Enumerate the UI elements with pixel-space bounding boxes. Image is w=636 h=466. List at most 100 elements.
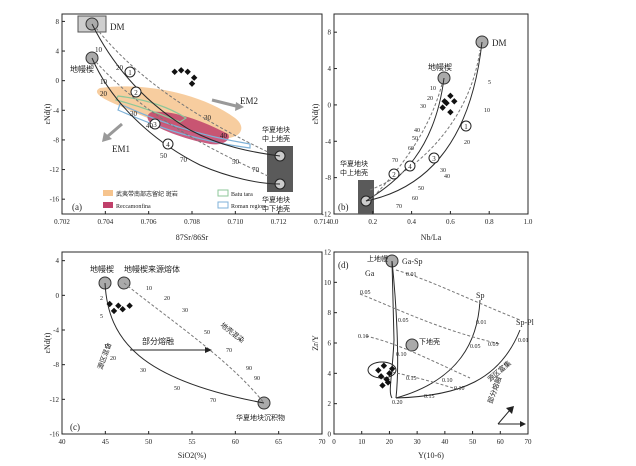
y-tick-label: 4 <box>56 257 60 265</box>
dm-label-b: DM <box>492 38 507 48</box>
mixing-curve-mantle <box>91 57 281 185</box>
reccamonfina-field <box>147 111 229 145</box>
y-tick-label: 6 <box>328 340 332 348</box>
y-tick-label: 0 <box>328 431 332 439</box>
y-tick-label: -12 <box>50 166 60 174</box>
panel-a: DM 地幔楔 1 2 3 4 10 20 30 40 50 70 10 20 3… <box>43 13 330 242</box>
sample-point <box>177 67 185 74</box>
panel-a-xticks: 0.702 0.704 0.706 0.708 0.710 0.712 0.714 <box>54 211 330 226</box>
svg-text:1: 1 <box>128 69 132 77</box>
panel-c: 地幔楔 地幔楔来源熔体 2 5 15 20 30 50 70 90 10 20 … <box>43 251 327 460</box>
sample-point <box>171 68 178 75</box>
dash-curve-b2 <box>369 83 443 201</box>
dash-melt-1 <box>395 269 521 321</box>
curve-a2-tick-20: 20 <box>100 90 108 98</box>
melt-tick-005-a: 0.05 <box>360 290 371 296</box>
melt-tick-010-a: 0.10 <box>358 334 369 340</box>
x-tick-label: 0.702 <box>54 218 70 226</box>
curve-a1-tick-70: 70 <box>252 166 260 174</box>
x-tick-label: 0 <box>332 438 336 446</box>
curve-c2-tick-90: 90 <box>246 366 252 372</box>
lower-crust-label: 下地壳 <box>419 337 440 346</box>
legend-a: 武夷带南部志留纪 斑岩 Batu tara Reccamonfina Roman… <box>103 189 265 210</box>
sample-point <box>441 98 448 105</box>
legend-a-1: Batu tara <box>231 192 253 198</box>
mix-circle-b2: 2 <box>388 168 400 180</box>
crust-mid-upper-label: 华夏地块中上地壳 <box>262 125 290 143</box>
mantle-label-b: 地幔楔 <box>428 62 452 72</box>
curve-a2-tick-40: 40 <box>146 122 154 130</box>
roman-region-field <box>117 103 251 149</box>
panel-a-label: (a) <box>72 202 82 212</box>
curve-a1-tick-50: 50 <box>232 158 240 166</box>
sample-point <box>447 108 454 116</box>
y-tick-label: 8 <box>328 309 332 317</box>
y-tick-label: -16 <box>50 196 60 204</box>
sample-point <box>115 302 122 309</box>
x-tick-label: 50 <box>145 438 153 446</box>
curve-c2-tick-70: 70 <box>226 348 232 354</box>
sample-point <box>386 370 393 377</box>
panel-a-yticks: 8 4 0 -4 -8 -12 -16 <box>50 18 65 204</box>
mix-circle-2: 2 <box>130 86 142 98</box>
mix-curve-c2 <box>123 282 265 404</box>
y-tick-label: -8 <box>325 174 331 182</box>
svg-text:2: 2 <box>134 89 138 97</box>
y-tick-label: 0 <box>56 292 60 300</box>
curve-b2-tick-5: 5 <box>488 80 491 86</box>
x-tick-label: 65 <box>275 438 283 446</box>
dashed-curve-1 <box>95 27 269 153</box>
sample-point <box>380 362 388 369</box>
curve-a2-tick-30: 30 <box>130 110 138 118</box>
curve-c1-tick-15: 15 <box>104 344 110 350</box>
panel-c-yticks: 4 0 -4 -8 -12 -16 <box>50 257 65 439</box>
curve-b2-tick-40: 40 <box>444 174 450 180</box>
panel-b-label: (b) <box>338 202 349 212</box>
curve-c1-tick-50: 50 <box>174 386 180 392</box>
mantle-melt-label-c: 地幔楔来源熔体 <box>124 264 180 274</box>
sediment-label: 华夏地块沉积物 <box>236 413 285 422</box>
batu-tara-field <box>115 95 188 123</box>
panel-b-xlabel: Nb/La <box>421 233 442 242</box>
svg-text:3: 3 <box>153 121 157 129</box>
panel-b-ylabel: εNd(t) <box>311 103 320 124</box>
melt-curve-sp <box>395 299 481 399</box>
curve-b2-tick-70: 70 <box>396 204 402 210</box>
legend-a-0: 武夷带南部志留纪 斑岩 <box>116 190 178 198</box>
x-tick-label: 70 <box>319 438 327 446</box>
curve-b1-tick-50: 50 <box>412 136 418 142</box>
panel-b-xticks: 0.0 0.2 0.4 0.6 0.8 1.0 <box>330 211 533 226</box>
curve-b1-tick-70: 70 <box>392 158 398 164</box>
x-tick-label: 1.0 <box>524 218 533 226</box>
mixing-curve-dm <box>91 23 281 157</box>
y-tick-label: -4 <box>325 138 331 146</box>
em1-arrow <box>107 122 123 138</box>
curve-b2-tick-20: 20 <box>464 140 470 146</box>
x-tick-label: 50 <box>469 438 477 446</box>
dm-label: DM <box>110 22 125 32</box>
dash-melt-4 <box>391 371 461 391</box>
melt-tick-001-a: 0.01 <box>406 272 417 278</box>
melt-tick-020-a: 0.20 <box>392 400 403 406</box>
curve-a1-tick-40: 40 <box>220 132 228 140</box>
curve-b1-tick-30: 30 <box>420 104 426 110</box>
curve-c1-tick-70: 70 <box>210 398 216 404</box>
x-tick-label: 0.710 <box>227 218 243 226</box>
curve-a2-tick-50: 50 <box>160 152 168 160</box>
x-tick-label: 0.714 <box>314 218 330 226</box>
mix-circle-b3: 3 <box>428 152 440 164</box>
curve-a2-tick-10: 10 <box>100 78 108 86</box>
sample-point <box>389 365 396 372</box>
curve-b2-tick-60: 60 <box>412 196 418 202</box>
melt-tick-010-d: 0.10 <box>454 386 465 392</box>
crust-lower-label: 华夏地块中下地壳 <box>262 195 290 213</box>
panel-d-label: (d) <box>338 260 349 270</box>
sample-point <box>119 306 126 313</box>
curve-c1-tick-5: 5 <box>100 314 103 320</box>
x-tick-label: 0.706 <box>141 218 157 226</box>
em2-arrow <box>211 98 237 108</box>
em2-label: EM2 <box>240 96 258 106</box>
sample-point <box>439 104 446 111</box>
x-tick-label: 0.0 <box>330 218 339 226</box>
mix-curve-b2 <box>365 77 445 202</box>
